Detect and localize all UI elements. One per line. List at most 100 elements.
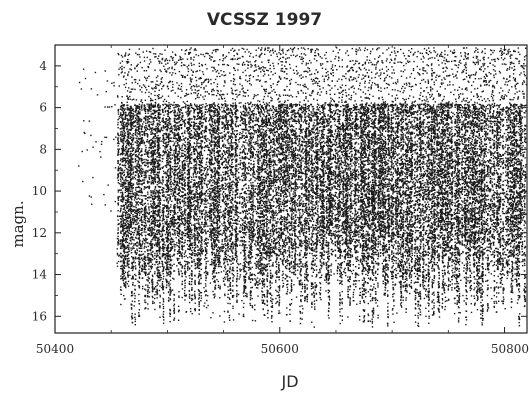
data-point (130, 206, 131, 207)
data-point (135, 262, 136, 263)
data-point (134, 209, 135, 210)
data-point (117, 139, 118, 140)
data-point (120, 208, 121, 209)
data-point (104, 106, 105, 107)
data-point (119, 216, 120, 217)
data-point (128, 226, 129, 227)
data-point (139, 198, 140, 199)
data-point (109, 106, 110, 107)
data-point (120, 137, 121, 138)
data-point (132, 282, 133, 283)
data-point (134, 298, 135, 299)
data-point (118, 224, 119, 225)
data-point (118, 111, 119, 112)
data-point (126, 248, 127, 249)
data-point (138, 106, 139, 107)
data-point (127, 274, 128, 275)
data-point (123, 105, 124, 106)
data-point (129, 251, 130, 252)
data-point (135, 279, 136, 280)
data-point (133, 187, 134, 188)
data-point (117, 238, 118, 239)
data-point (135, 257, 136, 258)
data-point (137, 124, 138, 125)
data-point (138, 238, 139, 239)
data-point (118, 180, 119, 181)
data-point (133, 260, 134, 261)
data-point (125, 167, 126, 168)
data-point (138, 225, 139, 226)
data-point (120, 243, 121, 244)
data-point (141, 222, 142, 223)
data-point (127, 216, 128, 217)
data-point (120, 167, 121, 168)
data-point (107, 80, 108, 81)
data-point (142, 277, 143, 278)
data-point-sample (83, 120, 84, 121)
data-point (128, 245, 129, 246)
data-point (138, 231, 139, 232)
data-point (128, 186, 129, 187)
data-point (120, 112, 121, 113)
data-point (138, 186, 139, 187)
data-point (133, 209, 134, 210)
data-point (129, 119, 130, 120)
data-point (123, 258, 124, 259)
data-points (78, 47, 527, 328)
data-point (141, 224, 142, 225)
data-point (139, 227, 140, 228)
data-point (134, 285, 135, 286)
data-point (139, 111, 140, 112)
data-point (82, 181, 83, 182)
data-point (136, 171, 137, 172)
data-point-sample (111, 83, 112, 84)
data-point (139, 235, 140, 236)
data-point (133, 194, 134, 195)
data-point (125, 278, 126, 279)
data-point (130, 226, 131, 227)
data-point (122, 173, 123, 174)
data-point (119, 196, 120, 197)
data-point (129, 176, 130, 177)
data-point (126, 176, 127, 177)
data-point (122, 178, 123, 179)
data-point (139, 262, 140, 263)
data-point (141, 268, 142, 269)
data-point (131, 165, 132, 166)
data-point (130, 115, 131, 116)
data-point (128, 138, 129, 139)
data-point (122, 134, 123, 135)
data-point (120, 286, 121, 287)
data-point (117, 266, 118, 267)
data-point (124, 183, 125, 184)
data-point (135, 152, 136, 153)
data-point (120, 179, 121, 180)
data-point (118, 118, 119, 119)
data-point (129, 165, 130, 166)
data-point (128, 235, 129, 236)
data-point (139, 215, 140, 216)
data-point (142, 286, 143, 287)
data-point (128, 191, 129, 192)
data-point (128, 199, 129, 200)
data-point (125, 225, 126, 226)
data-point (127, 153, 128, 154)
data-point (138, 183, 139, 184)
data-point (136, 203, 137, 204)
data-point (120, 180, 121, 181)
data-point (126, 162, 127, 163)
data-point (135, 324, 136, 325)
data-point (141, 154, 142, 155)
data-point (128, 167, 129, 168)
data-point (141, 199, 142, 200)
data-point (120, 175, 121, 176)
data-point (125, 246, 126, 247)
data-point (141, 251, 142, 252)
data-point (120, 114, 121, 115)
data-point (139, 278, 140, 279)
data-point (139, 264, 140, 265)
data-point (121, 248, 122, 249)
data-point (138, 218, 139, 219)
data-point (135, 213, 136, 214)
data-point (136, 194, 137, 195)
